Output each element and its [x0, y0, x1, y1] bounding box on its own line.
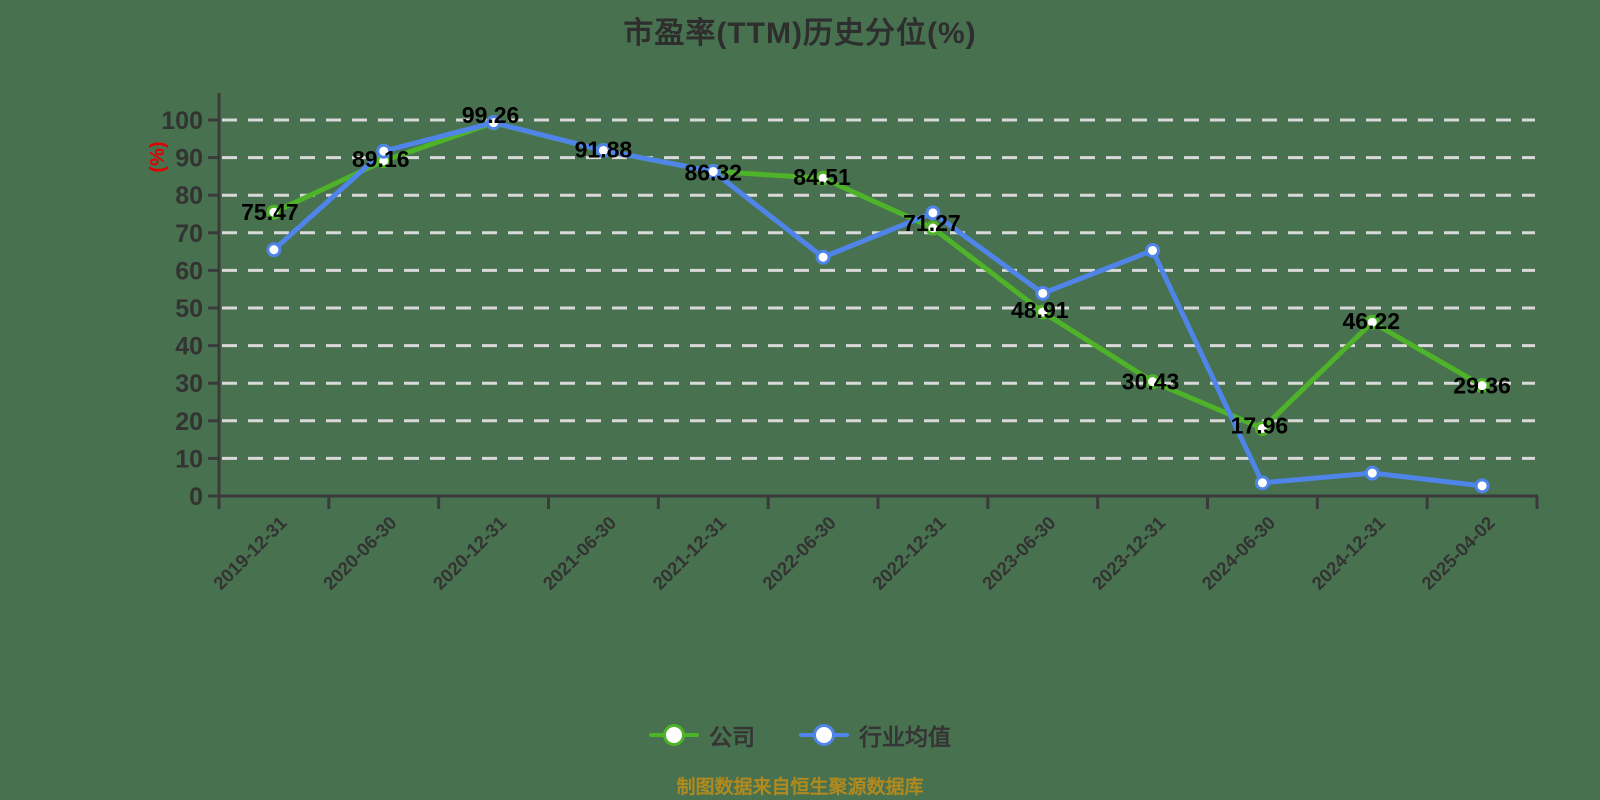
- x-tick-label-2023-12-31: 2023-12-31: [1088, 512, 1170, 594]
- x-tick-label-2021-06-30: 2021-06-30: [538, 512, 620, 594]
- series-0-point-2023-06-30: [1035, 304, 1051, 320]
- y-tick-label-0: 0: [189, 483, 203, 511]
- y-tick-label-90: 90: [175, 145, 203, 173]
- data-label-2024-06-30: 17.96: [1231, 412, 1289, 438]
- data-source-note: 制图数据来自恒生聚源数据库: [676, 777, 924, 798]
- data-label-2020-06-30: 89.16: [352, 146, 410, 172]
- series-1-point-2024-12-31: [1364, 465, 1380, 481]
- data-label-2021-12-31: 86.32: [684, 159, 742, 185]
- series-0-point-2022-12-31: [925, 220, 941, 236]
- series-1-point-2019-12-31: [266, 242, 282, 258]
- data-label-2022-12-31: 71.27: [903, 210, 961, 236]
- x-tick-label-2019-12-31: 2019-12-31: [209, 512, 291, 594]
- legend-item-company[interactable]: 公司: [649, 718, 755, 752]
- industry-series-marker-icon: [799, 724, 849, 746]
- y-tick-label-70: 70: [175, 220, 203, 248]
- x-tick-label-2021-12-31: 2021-12-31: [648, 512, 730, 594]
- data-label-2020-12-31: 99.26: [462, 102, 520, 128]
- series-0-point-2024-12-31: [1364, 314, 1380, 330]
- data-label-2019-12-31: 75.47: [241, 199, 299, 225]
- y-tick-label-40: 40: [175, 333, 203, 361]
- series-line-1: [271, 120, 1485, 489]
- y-tick-label-80: 80: [175, 182, 203, 210]
- legend-item-industry-average[interactable]: 行业均值: [799, 718, 951, 752]
- data-label-2023-06-30: 48.91: [1011, 297, 1069, 323]
- chart-title: 市盈率(TTM)历史分位(%): [623, 17, 977, 50]
- y-tick-label-10: 10: [175, 445, 203, 473]
- series-0-point-2023-12-31: [1145, 374, 1161, 390]
- data-label-2025-04-02: 29.36: [1453, 373, 1511, 399]
- chart-legend: 公司 行业均值: [0, 718, 1600, 752]
- x-tick-label-2023-06-30: 2023-06-30: [978, 512, 1060, 594]
- series-1-point-2021-06-30: [595, 142, 611, 158]
- company-series-marker-icon: [649, 724, 699, 746]
- x-tick-label-2020-06-30: 2020-06-30: [319, 512, 401, 594]
- legend-label-industry-average: 行业均值: [859, 724, 951, 750]
- line-chart-plot: 0 10 20 30 40 50 60 70 80 90 100 2019-12-31 2020-06-…: [161, 93, 1539, 594]
- y-tick-label-20: 20: [175, 408, 203, 436]
- data-label-2021-06-30: 91.88: [575, 137, 633, 163]
- series-1-point-2020-06-30: [376, 143, 392, 159]
- series-0-point-2022-06-30: [815, 170, 831, 186]
- series-1-point-2020-12-31: [486, 115, 502, 131]
- y-tick-label-30: 30: [175, 370, 203, 398]
- x-tick-label-2024-06-30: 2024-06-30: [1197, 512, 1279, 594]
- data-label-2022-06-30: 84.51: [793, 164, 851, 190]
- series-1-point-2023-06-30: [1035, 285, 1051, 301]
- series-0-point-2025-04-02: [1474, 378, 1490, 394]
- series-1-point-2024-06-30: [1254, 475, 1270, 491]
- series-1-point-2021-12-31: [705, 164, 721, 180]
- series-1-point-2022-06-30: [815, 249, 831, 265]
- series-1-point-2022-12-31: [925, 205, 941, 221]
- y-tick-label-50: 50: [175, 295, 203, 323]
- series-1-point-2023-12-31: [1145, 242, 1161, 258]
- x-tick-label-2020-12-31: 2020-12-31: [429, 512, 511, 594]
- series-1-point-2025-04-02: [1474, 478, 1490, 494]
- x-tick-label-2025-04-02: 2025-04-02: [1417, 512, 1499, 594]
- series-0-point-2019-12-31: [266, 204, 282, 220]
- data-label-2023-12-31: 30.43: [1122, 369, 1180, 395]
- data-label-2024-12-31: 46.22: [1342, 308, 1400, 334]
- y-tick-label-60: 60: [175, 257, 203, 285]
- x-tick-label-2024-12-31: 2024-12-31: [1307, 512, 1389, 594]
- y-tick-label-100: 100: [161, 107, 203, 135]
- x-tick-label-2022-06-30: 2022-06-30: [758, 512, 840, 594]
- legend-label-company: 公司: [709, 724, 755, 750]
- x-tick-label-2022-12-31: 2022-12-31: [868, 512, 950, 594]
- series-0-point-2024-06-30: [1254, 420, 1270, 436]
